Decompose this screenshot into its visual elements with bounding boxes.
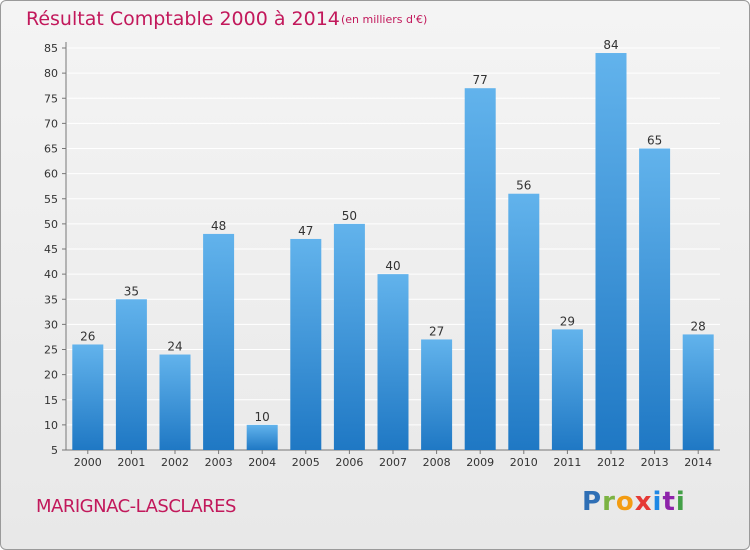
y-tick-label: 80: [44, 67, 58, 80]
y-tick-label: 20: [44, 369, 58, 382]
bar-2012: [595, 53, 627, 451]
y-tick-label: 60: [44, 168, 58, 181]
logo-letter: i: [652, 487, 663, 517]
x-tick-label: 2003: [205, 456, 233, 469]
data-label: 48: [211, 219, 226, 233]
x-tick-label: 2005: [292, 456, 320, 469]
data-label: 56: [516, 179, 531, 193]
data-label: 77: [473, 73, 488, 87]
data-label: 10: [255, 410, 270, 424]
data-label: 40: [385, 259, 400, 273]
bars: 26 35 24 48 10 47 50 40 27 77 56 29 84 65 28: [72, 38, 714, 451]
logo-letter: o: [615, 487, 635, 517]
y-tick-label: 15: [44, 394, 58, 407]
data-label: 47: [298, 224, 313, 238]
x-tick-label: 2008: [423, 456, 451, 469]
logo-letter: i: [675, 487, 686, 517]
x-tick-label: 2007: [379, 456, 407, 469]
data-label: 24: [167, 340, 182, 354]
bar-2000: [72, 344, 104, 450]
data-label: 26: [80, 329, 95, 343]
bar-2013: [639, 148, 671, 450]
data-label: 65: [647, 134, 662, 148]
y-tick-label: 50: [44, 218, 58, 231]
data-label: 28: [691, 319, 706, 333]
x-tick-label: 2010: [510, 456, 538, 469]
data-label: 35: [124, 284, 139, 298]
bar-2002: [159, 354, 191, 450]
bar-2014: [682, 334, 714, 450]
y-tick-label: 55: [44, 193, 58, 206]
bar-2011: [551, 329, 583, 450]
y-tick-label: 35: [44, 293, 58, 306]
x-axis: 2000 2001 2002 2003 2004 2005 2006 2007 2008 2009…: [74, 450, 712, 469]
proxiti-logo: Proxiti: [582, 487, 686, 517]
bar-2005: [290, 238, 322, 450]
x-tick-label: 2000: [74, 456, 102, 469]
bar-2006: [333, 223, 365, 450]
bar-2009: [464, 88, 496, 450]
data-label: 50: [342, 209, 357, 223]
x-tick-label: 2014: [684, 456, 712, 469]
y-tick-label: 5: [51, 444, 58, 457]
logo-letter: r: [602, 487, 616, 517]
y-tick-label: 75: [44, 92, 58, 105]
x-tick-label: 2001: [117, 456, 145, 469]
data-label: 27: [429, 324, 444, 338]
y-tick-label: 10: [44, 419, 58, 432]
bar-2010: [508, 193, 540, 450]
bar-2008: [421, 339, 453, 450]
bar-2007: [377, 274, 409, 450]
x-tick-label: 2013: [641, 456, 669, 469]
bar-2004: [246, 424, 278, 450]
x-tick-label: 2012: [597, 456, 625, 469]
chart-subtitle: (en milliers d'€): [341, 13, 428, 26]
x-tick-label: 2002: [161, 456, 189, 469]
y-tick-label: 25: [44, 344, 58, 357]
y-tick-label: 85: [44, 42, 58, 55]
x-tick-label: 2004: [248, 456, 276, 469]
chart-title: Résultat Comptable 2000 à 2014: [26, 8, 340, 30]
x-tick-label: 2011: [553, 456, 581, 469]
y-tick-label: 30: [44, 318, 58, 331]
x-tick-label: 2006: [335, 456, 363, 469]
y-tick-label: 65: [44, 143, 58, 156]
bar-2001: [115, 299, 147, 450]
data-label: 84: [603, 38, 618, 52]
logo-letter: x: [634, 487, 653, 517]
y-tick-label: 40: [44, 268, 58, 281]
logo-letter: t: [662, 487, 676, 517]
x-tick-label: 2009: [466, 456, 494, 469]
logo-letter: P: [582, 487, 603, 517]
place-name: MARIGNAC-LASCLARES: [36, 496, 236, 517]
y-tick-label: 70: [44, 117, 58, 130]
y-tick-label: 45: [44, 243, 58, 256]
bar-2003: [203, 233, 235, 450]
data-label: 29: [560, 314, 575, 328]
